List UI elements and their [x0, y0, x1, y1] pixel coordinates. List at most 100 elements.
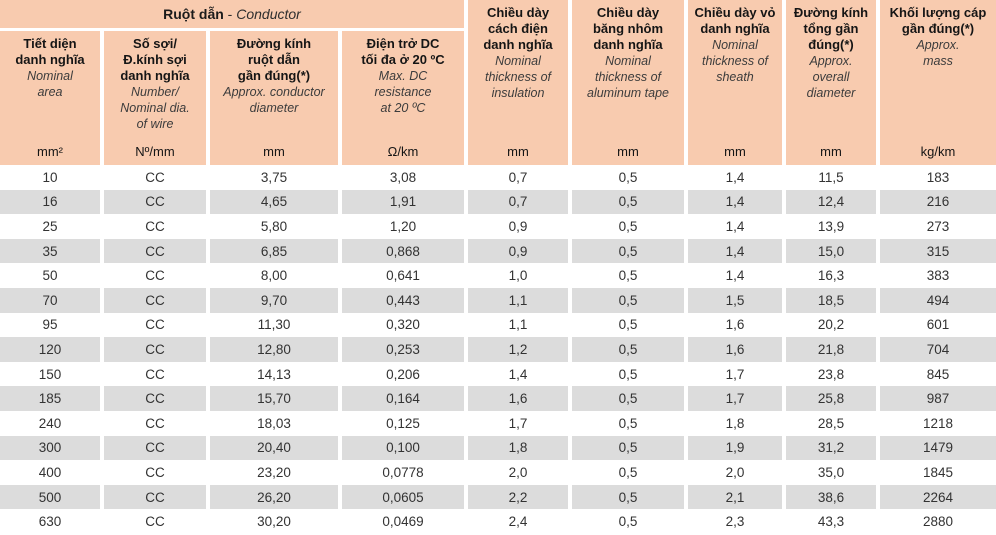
table-cell: 1,6 — [688, 337, 782, 362]
table-cell: 16 — [0, 189, 100, 215]
table-cell: 0,0605 — [342, 484, 464, 510]
table-cell: CC — [104, 312, 206, 338]
column-unit: mm — [820, 144, 842, 159]
table-cell: 0,9 — [468, 214, 568, 239]
table-cell: CC — [104, 509, 206, 534]
table-cell: 1,0 — [468, 263, 568, 288]
table-cell: 0,5 — [572, 287, 684, 313]
table-cell: 43,3 — [786, 509, 876, 534]
table-cell: 2,0 — [468, 460, 568, 485]
table-cell: 500 — [0, 484, 100, 510]
table-cell: CC — [104, 287, 206, 313]
table-cell: 1,1 — [468, 287, 568, 313]
table-cell: 2,0 — [688, 460, 782, 485]
table-cell: 20,2 — [786, 312, 876, 338]
column-header-en: Nominal thickness of aluminum tape — [587, 54, 669, 100]
table-cell: CC — [104, 263, 206, 288]
table-cell: 4,65 — [210, 189, 338, 215]
table-cell: 12,4 — [786, 189, 876, 215]
table-cell: 50 — [0, 263, 100, 288]
table-cell: 0,5 — [572, 214, 684, 239]
table-cell: 0,9 — [468, 238, 568, 264]
table-cell: 315 — [880, 238, 996, 264]
table-cell: 1218 — [880, 410, 996, 436]
table-cell: 12,80 — [210, 337, 338, 362]
table-cell: CC — [104, 214, 206, 239]
table-cell: 1,4 — [688, 263, 782, 288]
column-header-approx-mass: Khối lượng cáp gần đúng(*) Approx. mass … — [880, 0, 996, 165]
column-header-dc-resistance: Điện trở DC tối đa ở 20 ºC Max. DC resis… — [342, 31, 464, 165]
table-cell: 35,0 — [786, 460, 876, 485]
table-cell: 1,5 — [688, 287, 782, 313]
table-cell: 0,125 — [342, 410, 464, 436]
column-header-en: Nominal thickness of insulation — [484, 54, 551, 100]
table-cell: 18,03 — [210, 410, 338, 436]
table-cell: 0,7 — [468, 165, 568, 190]
table-cell: 21,8 — [786, 337, 876, 362]
table-cell: 1,91 — [342, 189, 464, 215]
column-header-vi: Chiều dày băng nhôm danh nghĩa — [592, 5, 664, 53]
table-cell: 0,0469 — [342, 509, 464, 534]
table-cell: 273 — [880, 214, 996, 239]
table-cell: 5,80 — [210, 214, 338, 239]
table-cell: 25,8 — [786, 386, 876, 411]
column-unit: Ω/km — [387, 144, 419, 159]
table-cell: CC — [104, 361, 206, 387]
table-cell: 0,100 — [342, 435, 464, 461]
column-header-vi: Khối lượng cáp gần đúng(*) — [889, 5, 987, 37]
column-header-aluminum-tape: Chiều dày băng nhôm danh nghĩa Nominal t… — [572, 0, 684, 165]
table-cell: 1,4 — [688, 189, 782, 215]
table-cell: 0,5 — [572, 484, 684, 510]
table-cell: CC — [104, 337, 206, 362]
table-cell: 494 — [880, 287, 996, 313]
table-cell: 120 — [0, 337, 100, 362]
column-header-en: Number/ Nominal dia. of wire — [120, 85, 190, 131]
table-cell: 8,00 — [210, 263, 338, 288]
table-cell: 70 — [0, 287, 100, 313]
table-cell: 1,20 — [342, 214, 464, 239]
table-cell: 2,4 — [468, 509, 568, 534]
table-cell: 0,5 — [572, 238, 684, 264]
column-header-nominal-area: Tiết diện danh nghĩa Nominal area mm² — [0, 31, 100, 165]
table-cell: 1,4 — [688, 238, 782, 264]
table-cell: 300 — [0, 435, 100, 461]
table-cell: 26,20 — [210, 484, 338, 510]
column-header-insulation-thickness: Chiều dày cách điện danh nghĩa Nominal t… — [468, 0, 568, 165]
table-cell: 1,2 — [468, 337, 568, 362]
table-cell: CC — [104, 484, 206, 510]
table-cell: 0,868 — [342, 238, 464, 264]
table-cell: 0,5 — [572, 361, 684, 387]
table-cell: 216 — [880, 189, 996, 215]
column-unit: mm — [507, 144, 529, 159]
group-header-vi: Ruột dẫn — [163, 6, 224, 22]
table-cell: 2264 — [880, 484, 996, 510]
column-header-vi: Chiều dày vỏ danh nghĩa — [694, 5, 776, 37]
table-cell: 630 — [0, 509, 100, 534]
table-cell: 10 — [0, 165, 100, 190]
table-cell: 1,4 — [688, 165, 782, 190]
table-cell: 35 — [0, 238, 100, 264]
table-cell: 25 — [0, 214, 100, 239]
table-cell: 14,13 — [210, 361, 338, 387]
table-cell: 0,5 — [572, 165, 684, 190]
table-cell: 1,7 — [688, 386, 782, 411]
table-cell: 185 — [0, 386, 100, 411]
table-cell: 183 — [880, 165, 996, 190]
table-cell: 15,70 — [210, 386, 338, 411]
table-cell: 845 — [880, 361, 996, 387]
table-cell: 0,0778 — [342, 460, 464, 485]
table-cell: 2,1 — [688, 484, 782, 510]
table-cell: 23,8 — [786, 361, 876, 387]
table-cell: CC — [104, 238, 206, 264]
table-cell: 16,3 — [786, 263, 876, 288]
group-header-separator: - — [223, 6, 237, 22]
table-cell: 11,30 — [210, 312, 338, 338]
table-cell: 1,6 — [688, 312, 782, 338]
table-cell: 1,4 — [688, 214, 782, 239]
table-cell: 1,8 — [468, 435, 568, 461]
table-cell: 9,70 — [210, 287, 338, 313]
column-header-en: Approx. overall diameter — [806, 54, 856, 100]
column-header-vi: Đường kính ruột dẫn gần đúng(*) — [236, 36, 312, 84]
table-cell: CC — [104, 386, 206, 411]
